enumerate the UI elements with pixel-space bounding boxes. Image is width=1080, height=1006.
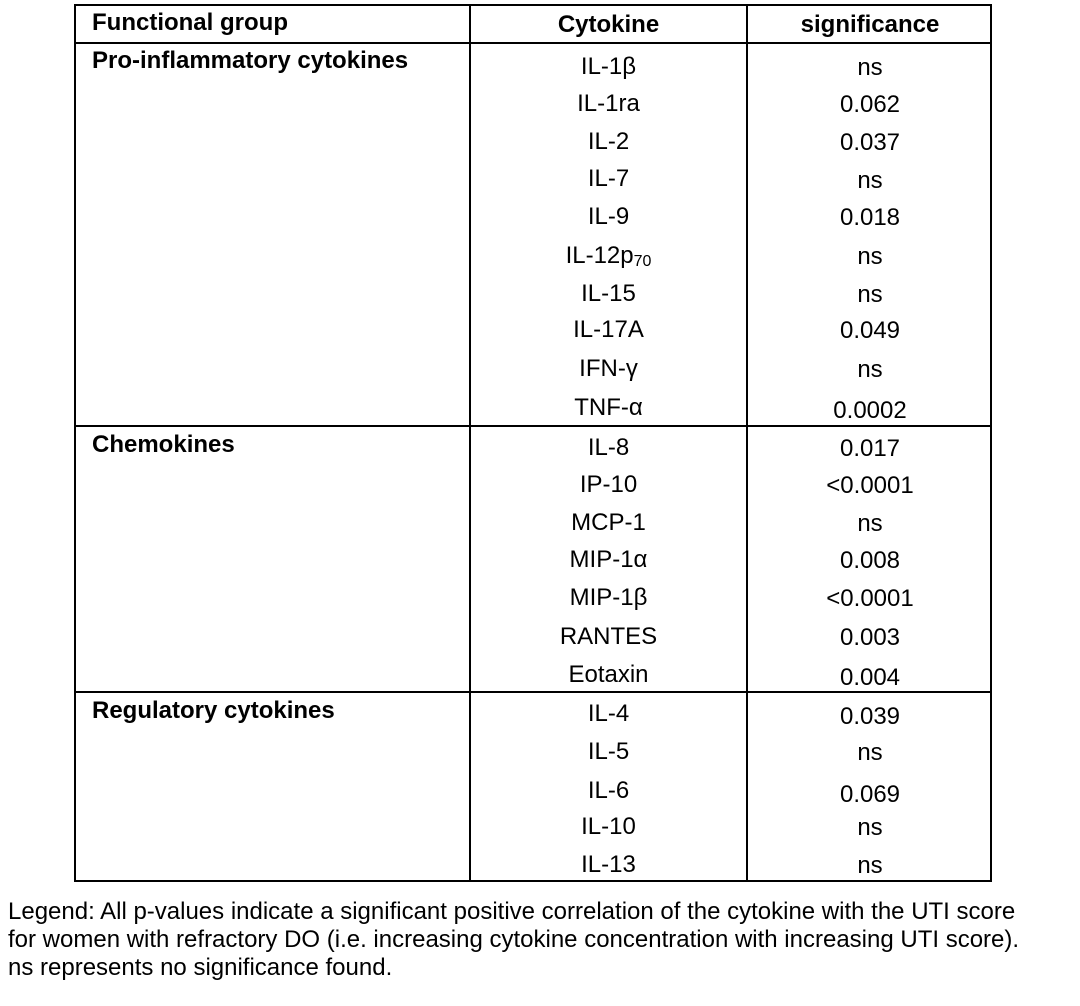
- column-divider-cytokine-significance: [746, 6, 748, 880]
- header-functional-group: Functional group: [92, 9, 288, 36]
- cytokine-cell: IL-17A: [573, 316, 644, 343]
- significance-cell: 0.003: [839, 624, 901, 651]
- cytokine-cell: IL-9: [587, 203, 630, 230]
- cytokine-cell: IFN-γ: [579, 355, 638, 382]
- significance-cell: 0.017: [839, 435, 901, 462]
- cytokine-cell: IL-12p70: [471, 241, 746, 274]
- cytokine-cell: IL-10: [581, 813, 636, 840]
- cytokine-significance-table: Functional group Cytokine significance P…: [74, 4, 992, 882]
- significance-cell: ns: [857, 281, 883, 308]
- cytokine-cell: TNF-α: [574, 394, 643, 421]
- significance-cell: 0.018: [839, 204, 901, 231]
- cytokine-cell: IL-7: [587, 165, 630, 192]
- cytokine-cell: MIP-1α: [569, 546, 648, 573]
- header-significance: significance: [800, 11, 940, 38]
- group-divider-regulatory: [76, 691, 990, 693]
- cytokine-cell: IL-5: [587, 738, 630, 765]
- significance-cell: 0.008: [839, 547, 901, 574]
- cytokine-cell: IL-2: [587, 128, 630, 155]
- group-label-regulatory: Regulatory cytokines: [92, 697, 335, 724]
- cytokine-cell: RANTES: [559, 623, 658, 650]
- legend-line: ns represents no significance found.: [8, 954, 393, 981]
- header-cytokine: Cytokine: [557, 11, 660, 38]
- cytokine-cell: IP-10: [579, 471, 638, 498]
- significance-cell: 0.004: [839, 664, 901, 691]
- significance-cell: ns: [857, 54, 883, 81]
- significance-cell: 0.069: [839, 781, 901, 808]
- significance-cell: ns: [857, 243, 883, 270]
- column-divider-group-cytokine: [469, 6, 471, 880]
- significance-cell: ns: [857, 852, 883, 879]
- cytokine-cell: IL-4: [587, 700, 630, 727]
- significance-cell: 0.039: [839, 703, 901, 730]
- significance-cell: 0.062: [839, 91, 901, 118]
- cytokine-cell: IL-8: [587, 434, 630, 461]
- cytokine-cell: IL-1ra: [577, 90, 640, 117]
- cytokine-cell: IL-6: [587, 777, 630, 804]
- significance-cell: ns: [857, 739, 883, 766]
- group-label-chemokines: Chemokines: [92, 431, 235, 458]
- cytokine-cell: MCP-1: [571, 509, 646, 536]
- group-label-pro-inflammatory: Pro-inflammatory cytokines: [92, 47, 409, 74]
- significance-cell: 0.049: [839, 317, 901, 344]
- significance-cell: 0.0002: [833, 397, 907, 424]
- legend-line: Legend: All p-values indicate a signific…: [8, 898, 1016, 925]
- significance-cell: 0.037: [839, 129, 901, 156]
- cytokine-cell: IL-15: [581, 280, 636, 307]
- header-divider: [76, 42, 990, 44]
- cytokine-cell: IL-1β: [580, 53, 637, 80]
- legend-line: for women with refractory DO (i.e. incre…: [8, 926, 1020, 953]
- cytokine-cell: MIP-1β: [569, 584, 648, 611]
- cytokine-cell: IL-13: [581, 851, 636, 878]
- significance-cell: ns: [857, 814, 883, 841]
- group-divider-chemokines: [76, 425, 990, 427]
- significance-cell: <0.0001: [826, 585, 914, 612]
- cytokine-subscript: 70: [633, 253, 652, 270]
- significance-cell: <0.0001: [826, 472, 914, 499]
- significance-cell: ns: [857, 510, 883, 537]
- cytokine-cell: Eotaxin: [568, 661, 649, 688]
- significance-cell: ns: [857, 356, 883, 383]
- significance-cell: ns: [857, 167, 883, 194]
- table-legend: Legend: All p-values indicate a signific…: [8, 898, 1076, 982]
- cytokine-name: IL-12p: [565, 242, 634, 269]
